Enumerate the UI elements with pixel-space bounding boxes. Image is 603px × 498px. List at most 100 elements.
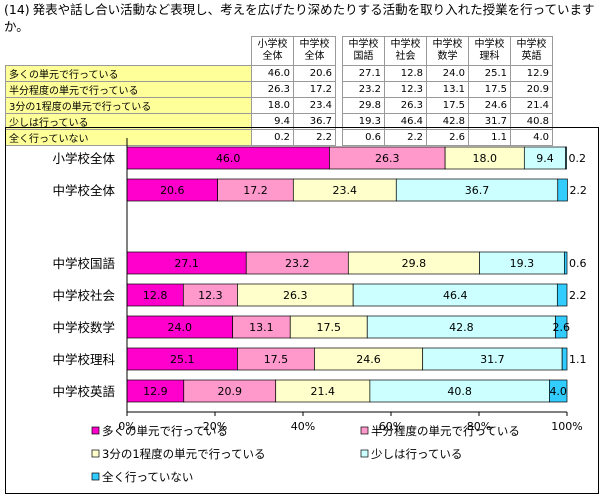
table-cell: 13.1 [426,81,469,98]
chart-area: 小学校全体 46.0 26.3 18.0 9.4 0.2 中学校全体 20.6 17.2 23.4… [5,127,599,494]
table-cell: 25.1 [468,65,511,82]
data-label: 42.8 [449,321,474,334]
x-tick-label: 0% [118,420,135,433]
table-cell: 12.8 [384,65,427,82]
data-label: 20.6 [160,184,185,197]
category-label: 小学校全体 [52,151,115,166]
category-label: 中学校国語 [52,256,115,271]
category-label: 中学校理科 [52,352,115,367]
data-label: 46.0 [216,152,241,165]
column-header-line: 小学校 [257,39,288,50]
data-label: 23.2 [285,257,310,270]
data-label: 20.9 [217,385,242,398]
data-label: 21.4 [311,385,336,398]
table-column-header: 中学校 理科 [468,36,511,66]
data-label: 27.1 [174,257,199,270]
bar-segment [564,251,568,275]
table-cell: 17.5 [426,97,469,114]
column-header-line: 社会 [395,51,416,62]
column-header-line: 中学校 [474,39,505,50]
table-cell: 17.2 [293,81,336,98]
table-gap [335,36,343,66]
category-label: 中学校英語 [52,384,115,399]
legend-swatch [360,449,369,458]
table-corner [6,37,252,66]
column-header-line: 英語 [521,51,542,62]
legend-swatch [91,449,100,458]
column-header-line: 理科 [479,51,500,62]
x-tick-label: 100% [551,420,582,433]
column-header-line: 中学校 [299,39,330,50]
column-header-line: 中学校 [390,39,421,50]
table-row: 半分程度の単元で行っている 26.3 17.2 23.2 12.3 13.1 17.5 20.… [5,81,553,98]
table-cell: 26.3 [251,81,294,98]
column-header-line: 全体 [262,51,283,62]
data-label: 36.7 [465,184,490,197]
data-label: 2.6 [553,321,571,334]
data-label: 26.3 [375,152,400,165]
data-label: 17.5 [264,353,289,366]
legend-swatch [91,426,100,435]
table-row: 全く行っていない 0.2 2.2 0.6 2.2 2.6 1.1 4.0 [5,129,553,146]
x-tick-label: 80% [467,420,491,433]
data-label: 29.8 [402,257,427,270]
question-body: 発表や話し合い活動など表現し、考えを広げたり深めたりする活動を取り入れた授業を行… [4,2,595,34]
data-label: 19.3 [510,257,535,270]
bar-segment [565,146,567,170]
table-cell: 2.2 [384,129,427,146]
legend-label: 半分程度の単元で行っている [371,424,520,438]
table-cell: 12.9 [510,65,553,82]
legend-swatch [91,472,100,481]
table-cell: 20.6 [293,65,336,82]
table-cell: 18.0 [251,97,294,114]
table-cell: 4.0 [510,129,553,146]
table-cell: 27.1 [342,65,385,82]
row-label: 半分程度の単元で行っている [5,81,252,98]
table-cell: 24.6 [468,97,511,114]
data-label: 26.3 [283,289,308,302]
bar-segment [557,178,568,202]
data-label: 40.8 [447,385,472,398]
data-label: 18.0 [472,152,497,165]
table-column-header: 中学校 英語 [510,36,553,66]
table-cell: 17.5 [468,81,511,98]
bar-segment [555,315,568,339]
results-table: 小学校 全体 中学校 全体 中学校 国語 中学校 社会 中学校 数学 中学校 理科 中学校 英語 多くの単元… [5,36,553,146]
column-header-line: 中学校 [348,39,379,50]
table-cell: 0.2 [251,129,294,146]
legend-label: 3分の1程度の単元で行っている [102,447,266,461]
x-tick-label: 40% [291,420,315,433]
data-label: 24.6 [356,353,381,366]
table-gap [335,65,343,82]
bar-segment [549,379,568,403]
row-label: 3分の1程度の単元で行っている [5,97,252,114]
legend-label: 多くの単元で行っている [102,424,228,438]
table-row: 多くの単元で行っている 46.0 20.6 27.1 12.8 24.0 25.1 12.9 [5,65,553,82]
table-cell: 24.0 [426,65,469,82]
data-label: 46.4 [443,289,468,302]
data-label: 0.2 [569,152,587,165]
bar-segment [561,347,568,371]
table-row: 3分の1程度の単元で行っている 18.0 23.4 29.8 26.3 17.5 24.6 2… [5,97,553,114]
table-header-row: 小学校 全体 中学校 全体 中学校 国語 中学校 社会 中学校 数学 中学校 理科 中学校 英語 [6,36,553,66]
data-label: 31.7 [480,353,505,366]
table-column-header: 中学校 全体 [293,36,336,66]
column-header-line: 全体 [304,51,325,62]
legend-label: 全く行っていない [102,470,193,484]
table-column-header: 中学校 国語 [342,36,385,66]
table-cell: 21.4 [510,97,553,114]
category-label: 中学校数学 [52,320,115,335]
x-tick-label: 20% [203,420,227,433]
column-header-line: 数学 [437,51,458,62]
category-label: 中学校社会 [52,288,115,303]
row-label: 全く行っていない [5,129,252,146]
table-cell: 46.0 [251,65,294,82]
table-cell: 12.3 [384,81,427,98]
column-header-line: 中学校 [516,39,547,50]
x-tick-label: 60% [379,420,403,433]
table-cell: 29.8 [342,97,385,114]
data-label: 24.0 [168,321,193,334]
table-gap [335,97,343,114]
data-label: 2.2 [569,289,587,302]
data-label: 0.6 [569,257,587,270]
